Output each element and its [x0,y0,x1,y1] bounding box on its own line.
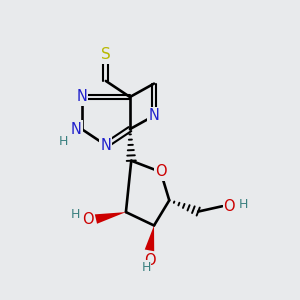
Text: H: H [58,135,68,148]
Text: N: N [148,108,160,123]
Text: O: O [155,164,167,179]
Text: N: N [100,138,111,153]
Text: O: O [82,212,93,226]
Text: H: H [141,261,151,274]
Text: H: H [238,198,248,211]
Text: O: O [224,199,235,214]
Text: H: H [71,208,80,221]
Text: N: N [76,89,87,104]
Text: S: S [101,47,111,62]
Text: N: N [71,122,82,136]
Polygon shape [145,226,154,251]
Text: O: O [144,253,155,268]
Polygon shape [95,212,126,224]
